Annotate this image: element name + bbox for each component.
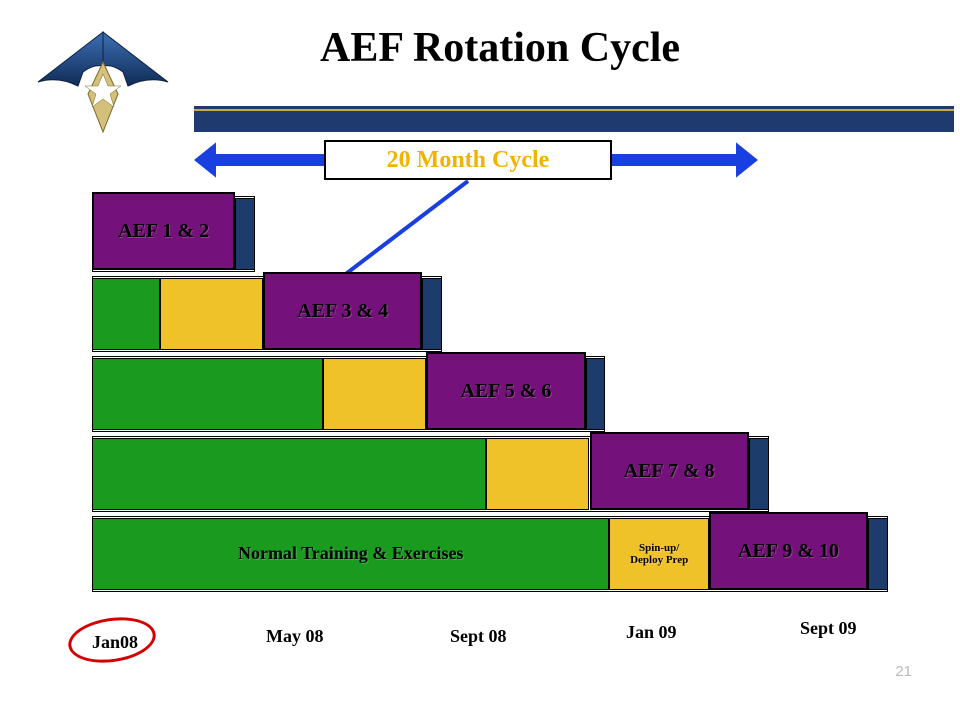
segment-green (92, 438, 486, 510)
aef-deploy-segment: AEF 1 & 2 (92, 192, 235, 270)
segment-green (92, 278, 160, 350)
aef-label: AEF 1 & 2 (94, 194, 233, 268)
segment-blue_tail (586, 358, 606, 430)
time-axis-label: Sept 09 (800, 618, 857, 639)
segment-yellow (486, 438, 589, 510)
segment-green (92, 358, 323, 430)
time-axis-label: Sept 08 (450, 626, 507, 647)
time-axis-label: May 08 (266, 626, 324, 647)
segment-green: Normal Training & Exercises (92, 518, 609, 590)
segment-blue_tail (749, 438, 769, 510)
cycle-length-callout: 20 Month Cycle (324, 140, 612, 180)
aef-deploy-segment: AEF 9 & 10 (709, 512, 868, 590)
aef-label: AEF 9 & 10 (711, 514, 866, 588)
aef-deploy-segment: AEF 5 & 6 (426, 352, 585, 430)
segment-blue_tail (868, 518, 888, 590)
time-axis-label: Jan 09 (626, 622, 677, 643)
segment-blue_tail (422, 278, 442, 350)
aef-label: AEF 5 & 6 (428, 354, 583, 428)
segment-label: Spin-up/ Deploy Prep (610, 519, 708, 589)
aef-deploy-segment: AEF 7 & 8 (590, 432, 749, 510)
rotation-gantt-chart: AEF 1 & 2 AEF 3 & 4AEF 5 & 6AEF 7 & 8 Norm… (92, 196, 888, 596)
segment-yellow (323, 358, 426, 430)
segment-label: Normal Training & Exercises (93, 519, 608, 589)
page-number: 21 (895, 663, 912, 680)
aef-label: AEF 3 & 4 (265, 274, 420, 348)
cycle-length-text: 20 Month Cycle (387, 147, 550, 173)
aef-deploy-segment: AEF 3 & 4 (263, 272, 422, 350)
segment-yellow (160, 278, 263, 350)
segment-blue_tail (235, 198, 255, 270)
aef-label: AEF 7 & 8 (592, 434, 747, 508)
segment-yellow: Spin-up/ Deploy Prep (609, 518, 709, 590)
